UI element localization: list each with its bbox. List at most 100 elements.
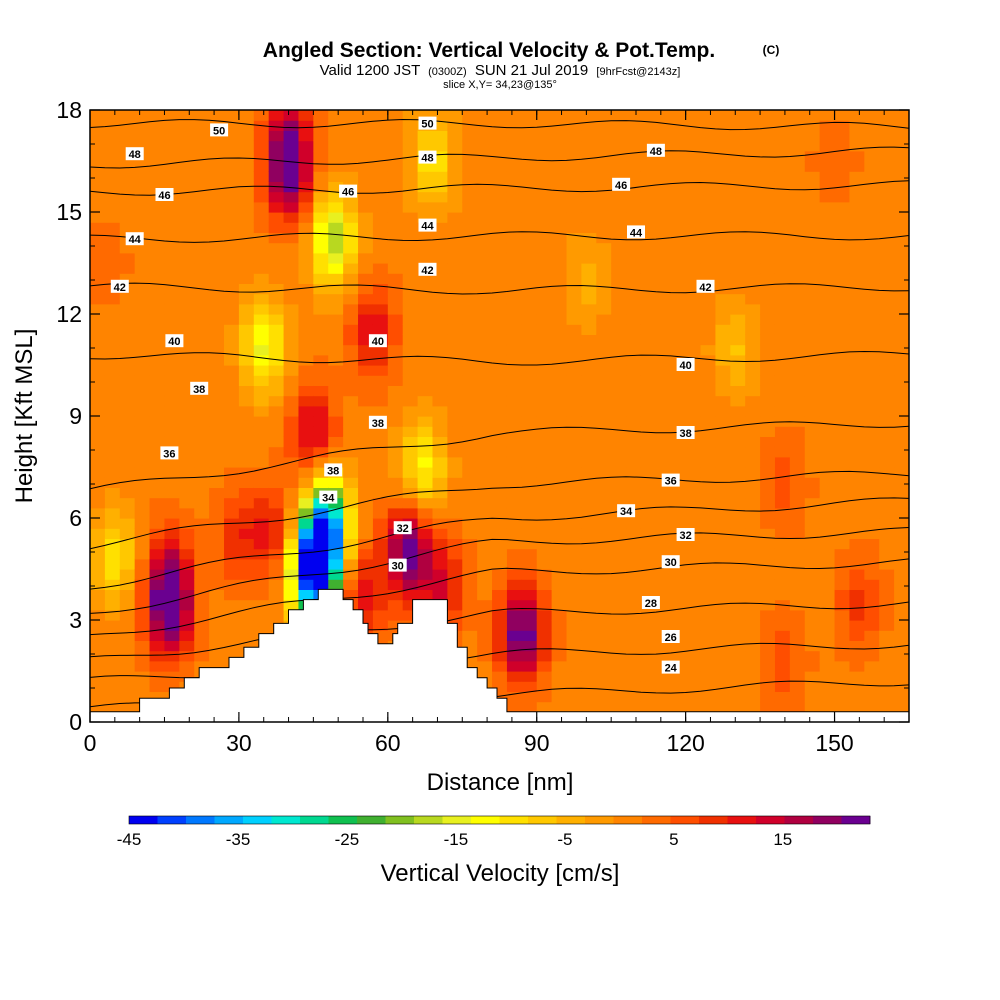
velocity-cell bbox=[238, 487, 255, 499]
velocity-cell bbox=[209, 375, 225, 386]
velocity-cell bbox=[90, 283, 106, 295]
velocity-cell bbox=[789, 354, 806, 366]
velocity-cell bbox=[179, 650, 195, 662]
velocity-cell bbox=[179, 467, 195, 478]
velocity-cell bbox=[626, 344, 642, 356]
velocity-cell bbox=[894, 222, 909, 233]
velocity-cell bbox=[313, 354, 329, 366]
velocity-cell bbox=[462, 467, 478, 478]
velocity-cell bbox=[492, 222, 508, 233]
velocity-cell bbox=[774, 507, 791, 519]
velocity-cell bbox=[789, 161, 806, 172]
velocity-cell bbox=[849, 671, 865, 682]
velocity-cell bbox=[640, 507, 657, 519]
velocity-cell bbox=[372, 528, 389, 539]
velocity-cell bbox=[224, 620, 240, 631]
velocity-cell bbox=[104, 171, 121, 182]
velocity-cell bbox=[581, 467, 597, 478]
velocity-cell bbox=[134, 385, 151, 397]
velocity-cell bbox=[745, 222, 761, 233]
velocity-cell bbox=[819, 426, 836, 437]
velocity-cell bbox=[179, 303, 195, 315]
velocity-cell bbox=[596, 405, 612, 417]
velocity-cell bbox=[387, 161, 404, 172]
velocity-cell bbox=[209, 252, 225, 264]
velocity-cell bbox=[566, 630, 582, 641]
velocity-cell bbox=[313, 120, 329, 131]
velocity-cell bbox=[402, 242, 419, 254]
velocity-cell bbox=[328, 334, 344, 346]
velocity-cell bbox=[104, 191, 121, 203]
isentrope-line bbox=[90, 118, 909, 131]
velocity-cell bbox=[894, 252, 909, 264]
velocity-cell bbox=[492, 293, 508, 305]
velocity-cell bbox=[328, 365, 344, 376]
velocity-cell bbox=[358, 293, 374, 305]
velocity-cell bbox=[209, 477, 225, 488]
velocity-cell bbox=[849, 436, 865, 448]
velocity-cell bbox=[715, 191, 731, 203]
velocity-cell bbox=[626, 283, 642, 295]
svg-text:26: 26 bbox=[665, 632, 677, 644]
velocity-cell bbox=[760, 222, 776, 233]
velocity-cell bbox=[730, 201, 746, 213]
velocity-cell bbox=[536, 640, 553, 652]
velocity-cell bbox=[715, 691, 731, 703]
velocity-cell bbox=[849, 222, 865, 233]
velocity-cell bbox=[179, 385, 195, 397]
velocity-cell bbox=[655, 130, 672, 142]
velocity-cell bbox=[119, 201, 136, 213]
velocity-cell bbox=[670, 324, 687, 335]
velocity-cell bbox=[179, 395, 195, 407]
velocity-cell bbox=[685, 599, 702, 611]
velocity-cell bbox=[343, 579, 359, 590]
velocity-cell bbox=[640, 640, 657, 652]
velocity-cell bbox=[655, 201, 672, 213]
velocity-cell bbox=[804, 426, 821, 437]
velocity-cell bbox=[655, 436, 672, 448]
velocity-cell bbox=[298, 589, 314, 601]
velocity-cell bbox=[864, 212, 880, 223]
velocity-cell bbox=[402, 507, 419, 519]
velocity-cell bbox=[611, 630, 627, 641]
velocity-cell bbox=[745, 375, 761, 386]
velocity-cell bbox=[626, 558, 642, 570]
velocity-cell bbox=[209, 579, 225, 590]
velocity-cell bbox=[894, 507, 909, 519]
velocity-cell bbox=[372, 477, 389, 488]
velocity-cell bbox=[611, 589, 627, 601]
velocity-cell bbox=[506, 395, 523, 407]
velocity-cell bbox=[730, 538, 746, 550]
velocity-cell bbox=[372, 252, 389, 264]
velocity-cell bbox=[283, 365, 300, 376]
velocity-cell bbox=[551, 701, 568, 713]
colorbar-tick-label: -25 bbox=[335, 830, 360, 849]
velocity-cell bbox=[745, 354, 761, 366]
velocity-cell bbox=[789, 660, 806, 672]
velocity-cell bbox=[864, 314, 880, 325]
velocity-cell bbox=[253, 222, 270, 233]
velocity-cell bbox=[179, 344, 195, 356]
velocity-cell bbox=[834, 303, 851, 315]
velocity-cell bbox=[864, 334, 880, 346]
velocity-cell bbox=[253, 548, 270, 560]
velocity-cell bbox=[566, 181, 582, 193]
velocity-cell bbox=[521, 222, 538, 233]
velocity-cell bbox=[760, 252, 776, 264]
x-tick-label: 30 bbox=[226, 730, 252, 756]
velocity-cell bbox=[447, 518, 463, 529]
velocity-cell bbox=[194, 181, 210, 193]
velocity-cell bbox=[774, 385, 791, 397]
velocity-cell bbox=[313, 334, 329, 346]
velocity-cell bbox=[134, 283, 151, 295]
velocity-cell bbox=[879, 334, 895, 346]
velocity-cell bbox=[506, 609, 523, 621]
velocity-cell bbox=[372, 201, 389, 213]
velocity-cell bbox=[819, 620, 836, 631]
velocity-cell bbox=[774, 426, 791, 437]
velocity-cell bbox=[894, 630, 909, 641]
velocity-cell bbox=[417, 314, 434, 325]
velocity-cell bbox=[90, 467, 106, 478]
velocity-cell bbox=[209, 650, 225, 662]
velocity-cell bbox=[283, 497, 300, 509]
